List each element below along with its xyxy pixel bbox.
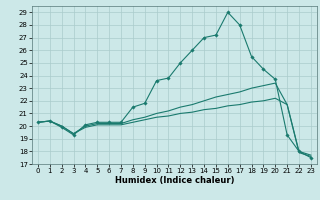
X-axis label: Humidex (Indice chaleur): Humidex (Indice chaleur): [115, 176, 234, 185]
